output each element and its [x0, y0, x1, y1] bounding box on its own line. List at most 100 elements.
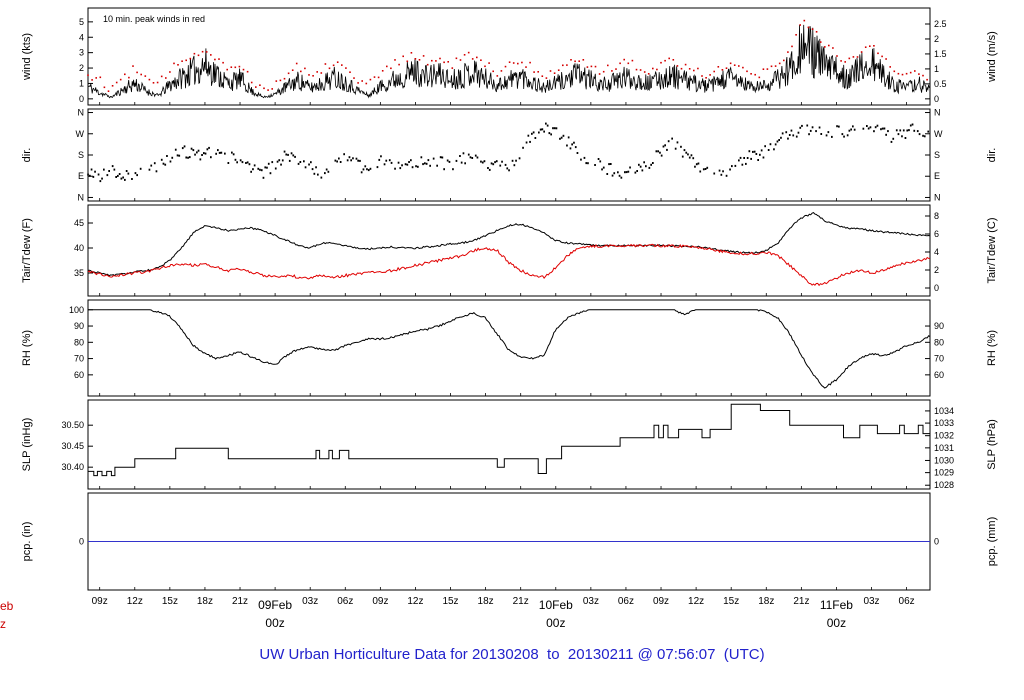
direction-dot: [483, 160, 486, 163]
x-tick-label: 03z: [302, 596, 318, 607]
x-tick-label: 15z: [723, 596, 739, 607]
direction-dot: [781, 132, 784, 135]
direction-dot: [597, 158, 600, 160]
x-tick-label: 06z: [337, 596, 353, 607]
peak-dot: [709, 74, 711, 76]
direction-dot: [627, 170, 630, 173]
y-tick-label-right: 90: [934, 321, 944, 331]
peak-dot: [246, 70, 249, 73]
peak-dot: [791, 45, 793, 48]
direction-dot: [574, 146, 577, 149]
direction-dot: [429, 164, 431, 167]
direction-dot: [134, 172, 137, 175]
y-tick-label-left: 30.45: [61, 441, 84, 451]
direction-dot: [890, 140, 893, 143]
panel-border: [87, 108, 931, 202]
peak-dot: [185, 59, 187, 62]
direction-dot: [892, 137, 895, 140]
peak-dot: [631, 59, 634, 62]
x-tick-label: 18z: [478, 596, 494, 607]
y-tick-label-left: 40: [74, 243, 84, 253]
peak-dot: [869, 45, 871, 47]
x-axis-labels: 09z 12z 15z 18z 21z 03z 06z 09z 12z 15z 18z 21z 03z 0…: [92, 596, 915, 630]
direction-dot: [299, 161, 302, 163]
y-tick-label-right: 1031: [934, 443, 954, 453]
peak-dot: [594, 65, 597, 68]
direction-dot: [617, 171, 619, 174]
direction-dot: [439, 156, 442, 159]
direction-dot: [862, 127, 865, 130]
peak-dot: [316, 71, 318, 73]
direction-dot: [446, 159, 449, 162]
direction-dot: [799, 126, 802, 129]
direction-dot: [385, 159, 388, 162]
peak-dot: [214, 58, 216, 61]
peak-dot: [815, 31, 818, 33]
direction-dot: [869, 126, 872, 129]
direction-dot: [548, 132, 551, 135]
direction-dot: [208, 146, 210, 149]
peak-dot: [124, 73, 126, 76]
panel-wind: 0 1 2 3 4 5 0 0.5 1 1.5 2 2.5 wind (kts) wind (m/s): [21, 7, 998, 106]
direction-dot: [541, 128, 544, 131]
direction-dot: [250, 170, 252, 173]
peak-dot: [557, 69, 560, 71]
peak-dot: [91, 79, 93, 81]
direction-dot: [504, 163, 507, 166]
peak-dot: [643, 71, 646, 73]
direction-dot: [174, 148, 177, 151]
y-tick-label-left: 60: [74, 370, 84, 380]
peak-dot: [799, 24, 801, 26]
direction-dot: [652, 162, 654, 164]
direction-dot: [294, 155, 296, 158]
peak-dot: [905, 72, 908, 75]
y-tick-label-right: 4: [934, 247, 939, 257]
direction-dot: [350, 159, 352, 162]
x-tick-label: 18z: [197, 596, 213, 607]
peak-dot: [250, 81, 253, 84]
peak-dot: [426, 63, 429, 66]
direction-dot: [359, 159, 361, 162]
direction-dot: [155, 170, 158, 173]
y-tick-label-left: 30.50: [61, 420, 84, 430]
direction-dot: [634, 171, 637, 174]
direction-dot: [199, 158, 202, 161]
direction-dot: [231, 151, 233, 154]
direction-dot: [153, 162, 156, 165]
direction-dot: [197, 149, 200, 152]
direction-dot: [87, 173, 89, 176]
direction-dot: [918, 133, 921, 136]
peak-dot: [173, 62, 175, 65]
peak-dot: [877, 52, 879, 55]
y-tick-label-left: 45: [74, 218, 84, 228]
x-date-hour-label: 00z: [265, 616, 284, 630]
direction-dot: [183, 145, 186, 148]
direction-dot: [124, 178, 126, 181]
x-date-label: 10Feb: [539, 598, 573, 612]
direction-dot: [506, 167, 509, 170]
peak-dot: [647, 73, 650, 75]
direction-dot: [383, 163, 386, 166]
direction-dot: [490, 162, 493, 165]
direction-dot: [315, 166, 317, 169]
y-tick-label-right: 0: [934, 283, 939, 293]
direction-dot: [224, 152, 226, 155]
direction-dot: [529, 140, 531, 143]
direction-dot: [739, 156, 742, 159]
peak-dot: [656, 68, 658, 71]
peak-dot: [242, 68, 245, 71]
peak-dot: [717, 66, 720, 68]
y-tick-label-right: E: [934, 171, 940, 181]
peak-dot: [177, 64, 179, 66]
direction-dot: [916, 130, 919, 133]
clipped-date-label: eb z: [0, 597, 13, 633]
direction-dot: [443, 168, 445, 171]
direction-dot: [360, 171, 363, 174]
y-tick-label-right: S: [934, 150, 940, 160]
x-tick-label: 09z: [92, 596, 108, 607]
peak-dot: [701, 75, 703, 77]
peak-dot: [119, 78, 122, 81]
direction-dot: [788, 134, 791, 136]
peak-dot: [774, 65, 777, 67]
peak-dot: [451, 67, 454, 69]
